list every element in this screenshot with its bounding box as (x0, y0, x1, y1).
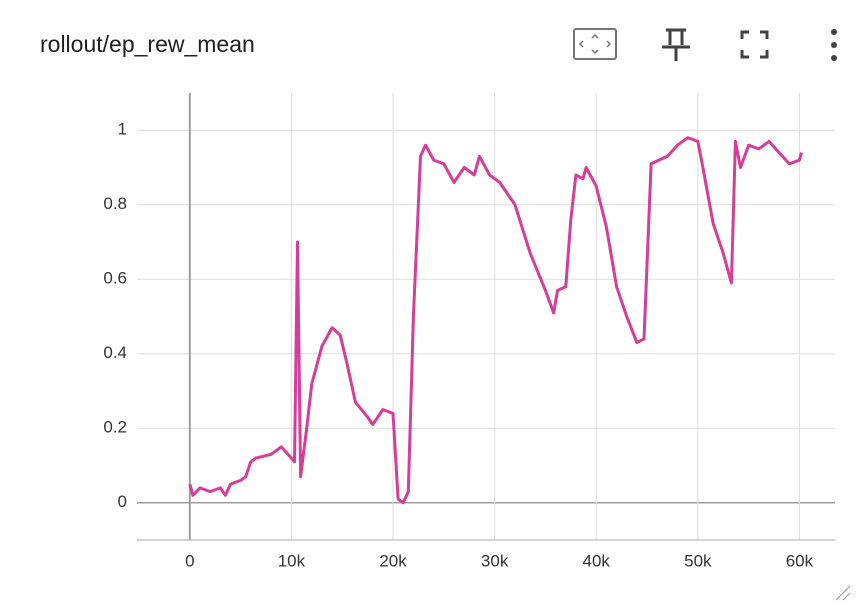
more-button[interactable] (831, 29, 837, 61)
chart-title: rollout/ep_rew_mean (40, 31, 255, 57)
x-tick-label: 0 (185, 551, 194, 570)
y-tick-label: 0.8 (103, 194, 127, 213)
y-tick-label: 0.4 (103, 343, 127, 362)
y-tick-label: 0.2 (103, 418, 127, 437)
resize-handle[interactable] (835, 585, 851, 601)
x-tick-label: 10k (278, 551, 306, 570)
x-tick-label: 30k (481, 551, 509, 570)
x-tick-label: 20k (379, 551, 407, 570)
x-tick-label: 40k (583, 551, 611, 570)
data-line (188, 136, 803, 505)
fullscreen-button[interactable] (740, 30, 769, 59)
fit-domain-button[interactable] (573, 28, 617, 60)
pin-button[interactable] (662, 28, 690, 61)
y-tick-label: 0.6 (103, 269, 127, 288)
x-tick-label: 60k (786, 551, 814, 570)
y-tick-label: 0 (118, 492, 127, 511)
y-tick-label: 1 (118, 120, 127, 139)
x-tick-label: 50k (684, 551, 712, 570)
